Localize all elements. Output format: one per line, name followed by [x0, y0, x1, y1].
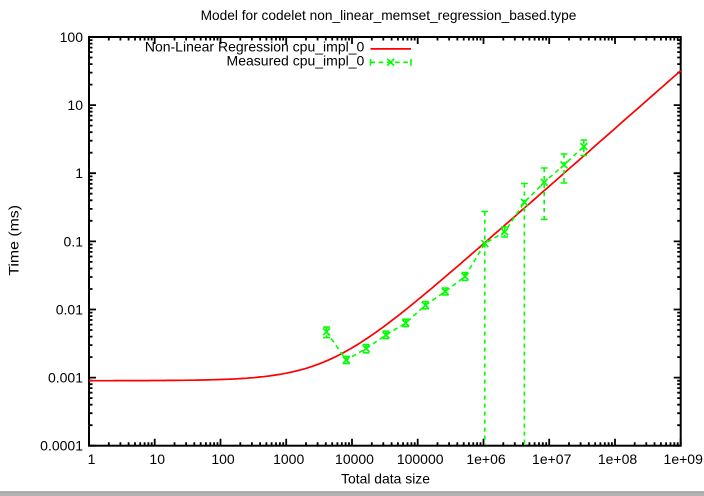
svg-text:0.001: 0.001	[48, 370, 83, 386]
svg-text:1: 1	[88, 451, 96, 467]
svg-text:1000: 1000	[273, 451, 304, 467]
svg-text:0.0001: 0.0001	[40, 438, 83, 454]
svg-text:Non-Linear Regression cpu_impl: Non-Linear Regression cpu_impl_0	[145, 39, 365, 55]
svg-text:10000: 10000	[335, 451, 374, 467]
svg-text:0.1: 0.1	[64, 233, 84, 249]
svg-text:10: 10	[67, 97, 83, 113]
svg-text:1e+08: 1e+08	[598, 451, 638, 467]
svg-text:1: 1	[75, 165, 83, 181]
svg-text:1e+07: 1e+07	[532, 451, 572, 467]
svg-text:0.01: 0.01	[56, 302, 83, 318]
svg-text:Model for codelet non_linear_m: Model for codelet non_linear_memset_regr…	[201, 7, 577, 23]
svg-text:1e+06: 1e+06	[466, 451, 506, 467]
svg-text:1e+09: 1e+09	[664, 451, 704, 467]
svg-text:Total data size: Total data size	[341, 470, 430, 486]
svg-text:100: 100	[60, 29, 84, 45]
svg-text:10: 10	[149, 451, 165, 467]
svg-text:Measured cpu_impl_0: Measured cpu_impl_0	[227, 52, 365, 68]
svg-text:100: 100	[211, 451, 235, 467]
svg-text:Time (ms): Time (ms)	[6, 205, 22, 276]
svg-text:100000: 100000	[397, 451, 444, 467]
